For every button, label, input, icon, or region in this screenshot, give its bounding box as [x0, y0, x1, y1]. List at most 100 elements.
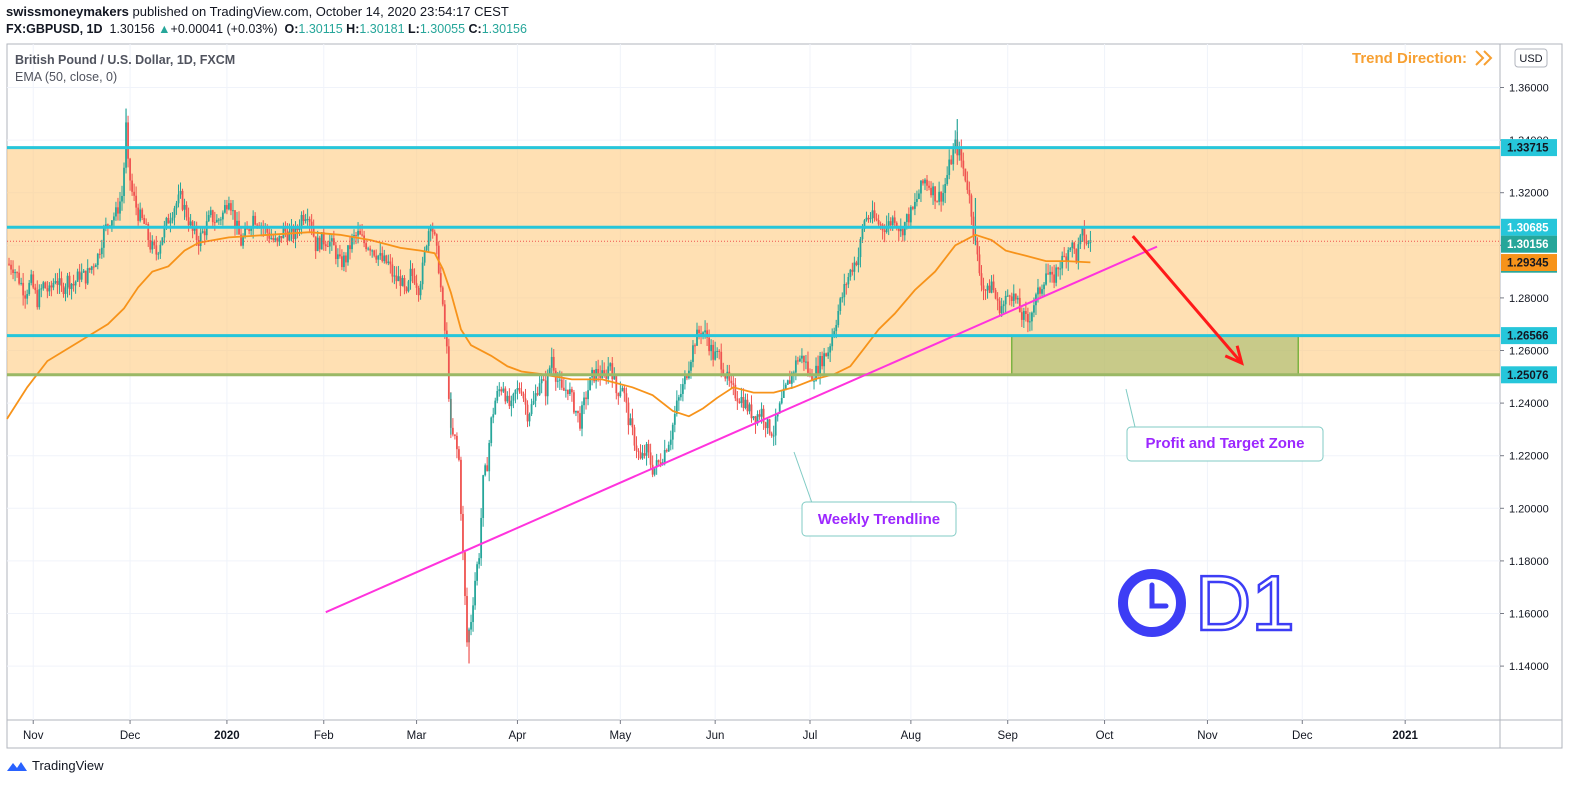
- high-label: H:: [346, 22, 360, 36]
- target-zone-box[interactable]: [1010, 334, 1299, 376]
- candle: [653, 467, 656, 477]
- candle: [169, 212, 172, 233]
- candle-body: [978, 254, 981, 274]
- candle-body: [647, 444, 650, 453]
- candle-body: [996, 298, 999, 301]
- candle-body: [1012, 293, 1015, 301]
- candle: [944, 177, 947, 204]
- y-tick-label: 1.24000: [1509, 398, 1549, 410]
- candle: [615, 374, 618, 400]
- candle-body: [22, 282, 25, 296]
- candle: [391, 257, 394, 283]
- candle-body: [518, 387, 521, 392]
- currency-button[interactable]: [1514, 48, 1548, 68]
- price-tag-ema[interactable]: 1.29345: [1501, 254, 1557, 272]
- down-arrow-line[interactable]: [1131, 235, 1243, 365]
- candle-body: [704, 330, 706, 333]
- candle-body: [290, 227, 293, 232]
- candle: [960, 139, 963, 168]
- candle: [409, 260, 412, 290]
- candle-body: [1004, 295, 1007, 305]
- candle-body: [74, 281, 77, 286]
- candle-body: [488, 443, 491, 472]
- price-tag-resistance-mid[interactable]: 1.30685: [1501, 218, 1557, 236]
- candle-body: [207, 215, 210, 222]
- candle-body: [254, 215, 257, 225]
- candle: [84, 270, 87, 290]
- y-tick-label: 1.28000: [1509, 293, 1549, 305]
- candle-body: [498, 389, 501, 391]
- candle: [855, 260, 858, 267]
- candle: [129, 157, 131, 191]
- candle-body: [336, 254, 339, 260]
- weekly-trendline-callout[interactable]: [801, 501, 957, 537]
- target-zone-callout[interactable]: [1126, 426, 1324, 462]
- candle: [837, 304, 840, 328]
- weekly-trendline[interactable]: [325, 245, 1158, 614]
- candle-body: [546, 373, 549, 397]
- candle-body: [756, 414, 759, 424]
- candle: [1073, 241, 1076, 254]
- ema-line[interactable]: [6, 231, 1091, 420]
- price-tag-resistance-top[interactable]: 1.33715: [1501, 139, 1557, 157]
- candle: [385, 254, 388, 265]
- author-name[interactable]: swissmoneymakers: [6, 4, 129, 19]
- indicator-legend[interactable]: EMA (50, close, 0): [15, 70, 117, 84]
- price-tag-support-mid[interactable]: 1.26566: [1501, 327, 1557, 345]
- x-tick-label: 2020: [214, 730, 240, 742]
- x-tick-label: Aug: [901, 730, 921, 742]
- candle: [338, 244, 341, 259]
- candle-body: [669, 439, 672, 445]
- candle-body: [482, 475, 485, 518]
- candle: [843, 273, 846, 306]
- candle: [1051, 266, 1053, 283]
- candle-body: [700, 333, 702, 335]
- candle: [318, 235, 321, 253]
- candle: [988, 279, 991, 294]
- candle: [185, 201, 188, 221]
- candle: [282, 222, 285, 239]
- candle-body: [100, 247, 103, 255]
- candle: [252, 210, 255, 239]
- candle-body: [562, 387, 565, 391]
- candle: [504, 386, 507, 405]
- candle-body: [796, 360, 799, 362]
- candle: [597, 359, 600, 382]
- price-tag-last[interactable]: 1.30156: [1501, 235, 1557, 253]
- candle-body: [724, 375, 727, 379]
- candle-body: [270, 238, 273, 240]
- y-tick-label: 1.18000: [1509, 556, 1549, 568]
- candle-body: [831, 336, 834, 347]
- candle: [845, 282, 848, 295]
- candle-body: [490, 417, 493, 444]
- candle-body: [250, 228, 253, 231]
- candle: [520, 382, 523, 396]
- y-tick-label: 1.20000: [1509, 503, 1549, 515]
- candle-body: [46, 288, 49, 292]
- candle-body: [1051, 271, 1053, 275]
- candle: [663, 439, 666, 466]
- candle: [940, 191, 943, 212]
- candle: [762, 405, 765, 430]
- candle-body: [1000, 306, 1003, 314]
- candle-body: [1037, 287, 1039, 295]
- candle: [217, 217, 220, 225]
- candle-body: [744, 399, 747, 408]
- candle: [12, 260, 14, 280]
- candle-body: [512, 393, 515, 401]
- candle-body: [1024, 311, 1027, 314]
- candle-body: [334, 245, 337, 260]
- candle: [996, 292, 999, 311]
- candle-body: [958, 147, 961, 156]
- candle-body: [183, 204, 186, 210]
- tradingview-brand[interactable]: TradingView: [32, 758, 104, 773]
- candle-body: [510, 400, 513, 407]
- candle-body: [714, 351, 717, 360]
- price-tag-support-low[interactable]: 1.25076: [1501, 366, 1557, 384]
- candle-body: [742, 396, 745, 408]
- candle: [994, 287, 997, 300]
- candle: [498, 382, 501, 397]
- candle-body: [367, 248, 370, 250]
- candle-body: [456, 435, 458, 450]
